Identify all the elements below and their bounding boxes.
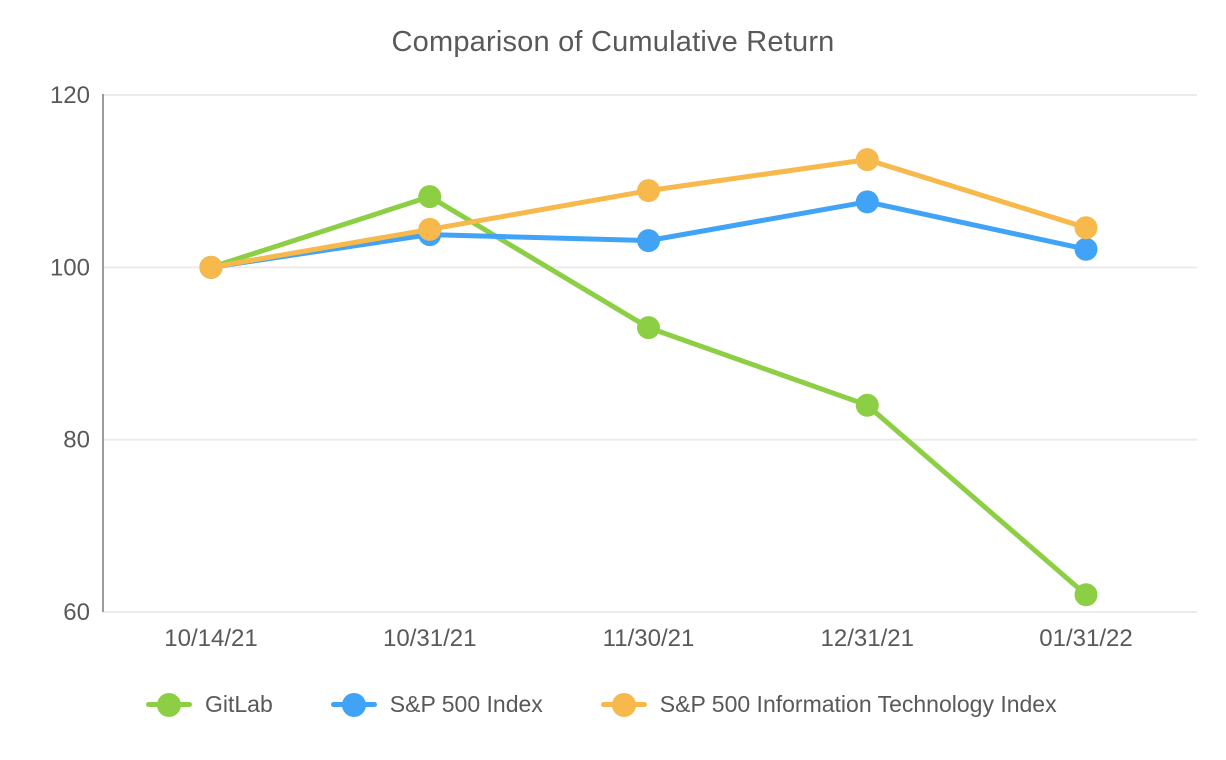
data-point-s-p-500-information-technology-index-10-31-21 bbox=[418, 217, 442, 241]
legend-marker-dot bbox=[341, 692, 366, 717]
y-tick-label-100: 100 bbox=[50, 254, 90, 281]
legend-marker-icon bbox=[330, 692, 377, 717]
data-point-s-p-500-index-11-30-21 bbox=[637, 229, 660, 253]
x-tick-label-11-30-21: 11/30/21 bbox=[603, 625, 695, 652]
chart-title: Comparison of Cumulative Return bbox=[391, 26, 835, 58]
legend-marker-dot bbox=[157, 692, 181, 717]
legend-marker-dot bbox=[611, 692, 636, 717]
data-point-gitlab-12-31-21 bbox=[855, 393, 879, 417]
y-tick-label-80: 80 bbox=[63, 427, 90, 454]
legend-label: S&P 500 Information Technology Index bbox=[659, 691, 1057, 717]
data-point-gitlab-10-31-21 bbox=[418, 185, 442, 209]
legend-marker-icon bbox=[146, 692, 192, 717]
data-point-s-p-500-index-01-31-22 bbox=[1074, 237, 1098, 261]
legend-item-s-p-500-index: S&P 500 Index bbox=[330, 691, 543, 718]
x-tick-label-12-31-21: 12/31/21 bbox=[821, 625, 914, 652]
legend-item-gitlab: GitLab bbox=[146, 691, 273, 718]
legend-marker-icon bbox=[600, 692, 647, 717]
chart-legend: GitLab S&P 500 Index S&P 500 Information T… bbox=[146, 691, 1057, 718]
data-point-gitlab-01-31-22 bbox=[1074, 583, 1098, 607]
data-point-s-p-500-information-technology-index-01-31-22 bbox=[1074, 216, 1098, 240]
data-point-s-p-500-information-technology-index-12-31-21 bbox=[855, 148, 879, 172]
x-tick-label-10-31-21: 10/31/21 bbox=[383, 625, 476, 652]
series-line-gitlab bbox=[208, 194, 1089, 598]
data-point-gitlab-11-30-21 bbox=[637, 316, 660, 340]
legend-label: S&P 500 Index bbox=[389, 691, 543, 717]
y-tick-label-60: 60 bbox=[63, 599, 90, 626]
legend-label: GitLab bbox=[205, 691, 273, 717]
x-tick-label-01-31-22: 01/31/22 bbox=[1039, 625, 1132, 652]
legend-item-s-p-500-information-technology-index: S&P 500 Information Technology Index bbox=[600, 691, 1057, 718]
data-point-s-p-500-information-technology-index-10-14-21 bbox=[199, 255, 223, 279]
data-point-s-p-500-information-technology-index-11-30-21 bbox=[637, 179, 660, 203]
data-point-s-p-500-index-12-31-21 bbox=[855, 190, 879, 214]
y-tick-label-120: 120 bbox=[50, 82, 90, 109]
x-tick-label-10-14-21: 10/14/21 bbox=[164, 625, 257, 652]
